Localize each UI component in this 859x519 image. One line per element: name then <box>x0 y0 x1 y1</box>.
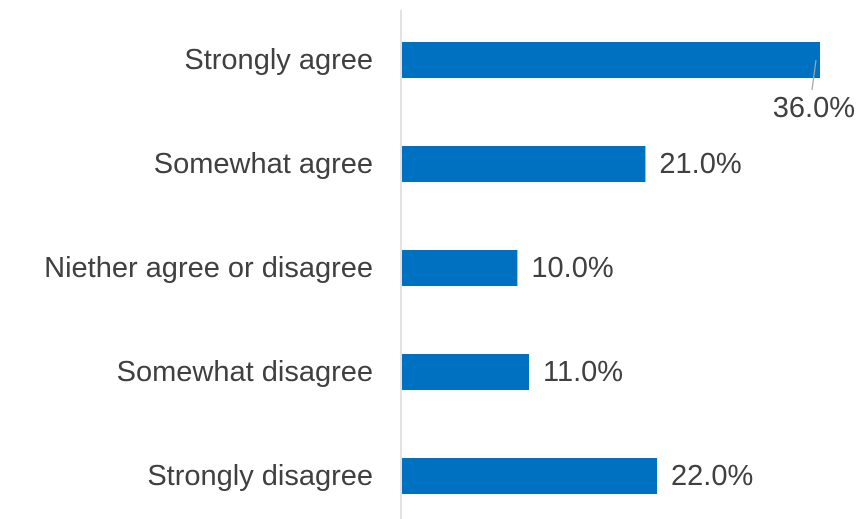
data-label: 11.0% <box>543 356 623 388</box>
category-label: Strongly disagree <box>147 460 373 492</box>
bar-3 <box>402 354 529 390</box>
bar-4 <box>402 458 657 494</box>
data-label: 21.0% <box>659 148 741 180</box>
category-label: Strongly agree <box>184 44 373 76</box>
bar-2 <box>402 250 517 286</box>
bar-1 <box>402 146 645 182</box>
bar-0 <box>402 42 820 78</box>
data-label: 10.0% <box>531 252 613 284</box>
category-label: Somewhat disagree <box>117 356 373 388</box>
category-label: Somewhat agree <box>154 148 373 180</box>
data-label: 36.0% <box>773 92 855 124</box>
category-label: Niether agree or disagree <box>44 252 373 284</box>
data-label: 22.0% <box>671 460 753 492</box>
